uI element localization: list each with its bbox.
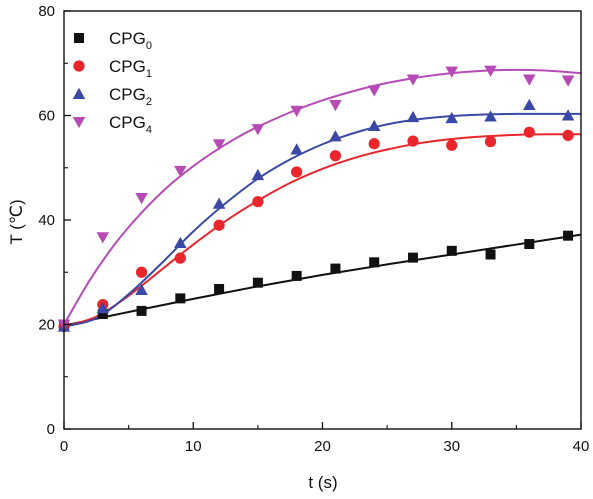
cpg4-fit-line	[63, 68, 582, 326]
cpg4-legend-label: CPG4	[109, 113, 152, 136]
cpg1-point	[213, 219, 225, 231]
cpg2-point	[329, 130, 342, 142]
cpg1-fit-line	[63, 133, 582, 328]
y-axis-title: T (℃)	[7, 199, 26, 244]
cpg0-legend-marker	[74, 33, 84, 43]
cpg2-point	[251, 168, 265, 181]
cpg0-point	[330, 263, 341, 274]
cpg4-point	[406, 74, 420, 86]
cpg4-point	[561, 75, 575, 87]
x-axis-title: t (s)	[308, 473, 337, 492]
cpg4-point	[367, 85, 381, 97]
cpg2-legend-subscript: 2	[146, 96, 152, 108]
cpg1-point	[368, 138, 380, 150]
cpg4-point	[251, 124, 265, 136]
cpg0-point	[446, 245, 457, 256]
cpg4-point	[290, 105, 303, 118]
cpg0-point	[524, 239, 535, 250]
cpg4-point	[445, 66, 458, 78]
cpg2-legend-label: CPG2	[109, 85, 152, 108]
cpg2-point	[367, 119, 381, 131]
cpg0-point	[485, 249, 496, 260]
cpg2-fit-line	[63, 112, 581, 328]
y-tick-label: 0	[47, 421, 55, 438]
cpg1-point	[407, 135, 419, 147]
cpg1-legend-marker	[73, 60, 85, 72]
cpg4-point	[135, 193, 148, 205]
x-tick-label: 30	[443, 438, 460, 455]
cpg1-point	[523, 126, 535, 138]
cpg4-point	[484, 65, 497, 77]
cpg2-point	[212, 197, 226, 209]
y-tick-label: 40	[38, 212, 55, 229]
y-tick-label: 60	[38, 108, 55, 125]
cpg1-legend-subscript: 1	[146, 68, 152, 80]
cpg2-point	[96, 302, 110, 314]
legend: CPG0 CPG1 CPG2 CPG4	[72, 29, 152, 136]
cpg4-legend-subscript: 4	[146, 124, 152, 136]
cpg2-point	[445, 111, 458, 124]
cpg0-fit-line	[63, 233, 582, 327]
cpg0-point	[369, 257, 380, 268]
cpg4-point	[212, 139, 226, 151]
y-tick-label: 80	[38, 3, 55, 20]
cpg0-legend-label: CPG0	[109, 29, 152, 52]
cpg0-point	[97, 309, 108, 320]
x-tick-label: 0	[60, 438, 68, 455]
cpg2-point	[174, 236, 187, 248]
cpg2-legend-marker	[72, 87, 86, 99]
cpg0-point	[175, 293, 186, 304]
cpg0-point	[563, 230, 574, 241]
cpg2-point	[290, 143, 303, 155]
cpg0-point	[291, 270, 302, 281]
cpg0-point	[407, 252, 418, 263]
x-tick-label: 40	[573, 438, 590, 455]
cpg0-point	[252, 277, 263, 288]
cpg2-point	[561, 109, 575, 121]
plot-area	[57, 65, 582, 333]
cpg4-point	[96, 232, 110, 244]
cpg2-point	[523, 98, 536, 111]
cpg0-point	[214, 283, 225, 294]
x-tick-label: 10	[185, 438, 202, 455]
cpg1-point	[291, 166, 303, 178]
cpg0-point	[136, 305, 147, 316]
cpg1-point	[135, 266, 148, 278]
cpg4-point	[523, 74, 536, 86]
cpg2-point	[484, 110, 497, 122]
cpg1-point	[562, 129, 574, 141]
cpg1-point	[329, 150, 342, 162]
cpg1-point	[484, 136, 497, 148]
cpg1-point	[446, 139, 458, 151]
cpg0-legend-subscript: 0	[146, 40, 152, 52]
x-tick-label: 20	[314, 438, 331, 455]
cpg4-point	[174, 165, 187, 178]
cpg1-point	[252, 196, 264, 208]
cpg1-point	[174, 252, 186, 264]
cpg2-point	[406, 110, 420, 123]
cpg1-legend-label: CPG1	[109, 57, 152, 80]
cpg2-point	[135, 283, 148, 296]
cpg4-point	[329, 100, 342, 112]
cpg4-legend-marker	[72, 117, 86, 129]
y-tick-label: 20	[38, 317, 55, 334]
